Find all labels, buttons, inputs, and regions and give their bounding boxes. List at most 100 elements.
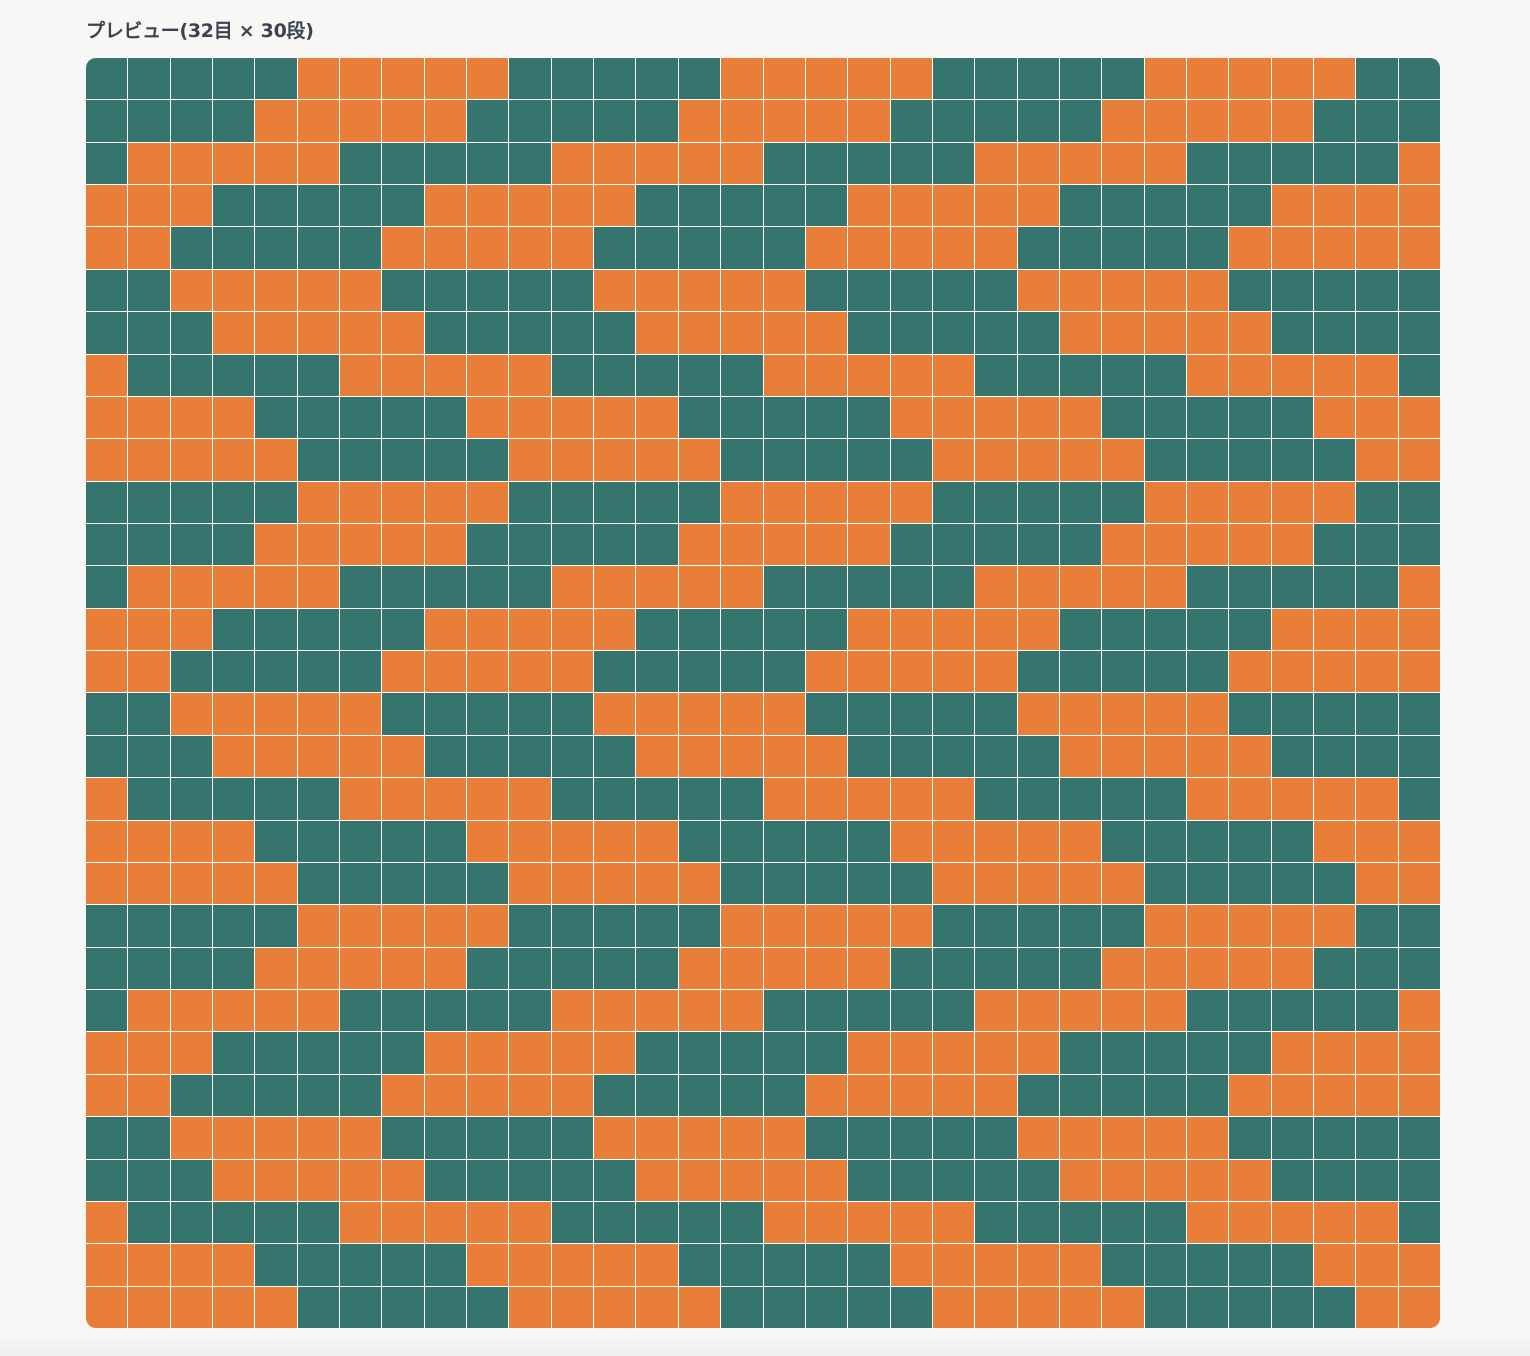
stitch-cell[interactable]: [932, 947, 975, 990]
stitch-cell[interactable]: [636, 1074, 678, 1117]
stitch-cell[interactable]: [848, 905, 890, 947]
stitch-cell[interactable]: [467, 142, 509, 185]
stitch-cell[interactable]: [467, 862, 509, 905]
stitch-cell[interactable]: [340, 439, 382, 481]
stitch-cell[interactable]: [1017, 566, 1059, 608]
stitch-cell[interactable]: [890, 524, 932, 566]
stitch-cell[interactable]: [128, 354, 170, 396]
stitch-cell[interactable]: [255, 1286, 297, 1328]
stitch-cell[interactable]: [1102, 651, 1144, 693]
stitch-cell[interactable]: [1313, 735, 1356, 778]
stitch-cell[interactable]: [170, 481, 213, 524]
stitch-cell[interactable]: [1144, 651, 1186, 693]
stitch-cell[interactable]: [1017, 1201, 1059, 1244]
stitch-cell[interactable]: [297, 1032, 340, 1074]
stitch-cell[interactable]: [975, 1244, 1017, 1286]
stitch-cell[interactable]: [467, 693, 509, 735]
stitch-cell[interactable]: [1229, 693, 1271, 735]
stitch-cell[interactable]: [170, 905, 213, 947]
stitch-cell[interactable]: [1059, 778, 1102, 820]
stitch-cell[interactable]: [848, 651, 890, 693]
stitch-cell[interactable]: [1313, 142, 1356, 185]
stitch-cell[interactable]: [467, 651, 509, 693]
stitch-cell[interactable]: [297, 1074, 340, 1117]
stitch-cell[interactable]: [1356, 693, 1398, 735]
stitch-cell[interactable]: [594, 58, 636, 100]
stitch-cell[interactable]: [340, 862, 382, 905]
stitch-cell[interactable]: [890, 990, 932, 1032]
stitch-cell[interactable]: [1144, 312, 1186, 354]
stitch-cell[interactable]: [848, 862, 890, 905]
stitch-cell[interactable]: [1313, 947, 1356, 990]
stitch-cell[interactable]: [1017, 693, 1059, 735]
stitch-cell[interactable]: [805, 354, 848, 396]
stitch-cell[interactable]: [1186, 481, 1229, 524]
stitch-cell[interactable]: [128, 1244, 170, 1286]
stitch-cell[interactable]: [255, 566, 297, 608]
stitch-cell[interactable]: [255, 1244, 297, 1286]
stitch-cell[interactable]: [170, 651, 213, 693]
stitch-cell[interactable]: [890, 439, 932, 481]
stitch-cell[interactable]: [805, 1201, 848, 1244]
stitch-cell[interactable]: [678, 1117, 721, 1159]
stitch-cell[interactable]: [1102, 185, 1144, 227]
stitch-cell[interactable]: [509, 1117, 551, 1159]
stitch-cell[interactable]: [1313, 439, 1356, 481]
stitch-cell[interactable]: [1398, 862, 1440, 905]
stitch-cell[interactable]: [1102, 1286, 1144, 1328]
stitch-cell[interactable]: [467, 990, 509, 1032]
stitch-cell[interactable]: [678, 439, 721, 481]
stitch-cell[interactable]: [509, 1286, 551, 1328]
stitch-cell[interactable]: [551, 481, 594, 524]
stitch-cell[interactable]: [297, 990, 340, 1032]
stitch-cell[interactable]: [467, 481, 509, 524]
stitch-cell[interactable]: [1271, 524, 1313, 566]
stitch-cell[interactable]: [509, 651, 551, 693]
stitch-cell[interactable]: [382, 778, 424, 820]
stitch-cell[interactable]: [848, 990, 890, 1032]
stitch-cell[interactable]: [594, 862, 636, 905]
stitch-cell[interactable]: [1356, 142, 1398, 185]
stitch-cell[interactable]: [1356, 396, 1398, 439]
stitch-cell[interactable]: [848, 566, 890, 608]
stitch-cell[interactable]: [424, 227, 467, 269]
stitch-cell[interactable]: [86, 1244, 128, 1286]
stitch-cell[interactable]: [636, 524, 678, 566]
stitch-cell[interactable]: [1356, 312, 1398, 354]
stitch-cell[interactable]: [1356, 990, 1398, 1032]
stitch-cell[interactable]: [1313, 905, 1356, 947]
stitch-cell[interactable]: [763, 1244, 805, 1286]
stitch-cell[interactable]: [678, 1286, 721, 1328]
stitch-cell[interactable]: [678, 1074, 721, 1117]
stitch-cell[interactable]: [1398, 1244, 1440, 1286]
stitch-cell[interactable]: [1229, 1117, 1271, 1159]
stitch-cell[interactable]: [594, 820, 636, 862]
stitch-cell[interactable]: [594, 1201, 636, 1244]
stitch-cell[interactable]: [763, 1201, 805, 1244]
stitch-cell[interactable]: [805, 142, 848, 185]
stitch-cell[interactable]: [467, 312, 509, 354]
stitch-cell[interactable]: [1186, 778, 1229, 820]
stitch-cell[interactable]: [1313, 566, 1356, 608]
stitch-cell[interactable]: [763, 1032, 805, 1074]
stitch-cell[interactable]: [763, 312, 805, 354]
stitch-cell[interactable]: [424, 142, 467, 185]
stitch-cell[interactable]: [255, 481, 297, 524]
stitch-cell[interactable]: [1059, 524, 1102, 566]
stitch-cell[interactable]: [721, 735, 763, 778]
stitch-cell[interactable]: [1398, 439, 1440, 481]
stitch-cell[interactable]: [1398, 58, 1440, 100]
stitch-cell[interactable]: [170, 862, 213, 905]
stitch-cell[interactable]: [678, 947, 721, 990]
stitch-cell[interactable]: [636, 185, 678, 227]
stitch-cell[interactable]: [86, 1074, 128, 1117]
stitch-cell[interactable]: [721, 1032, 763, 1074]
stitch-cell[interactable]: [467, 269, 509, 312]
stitch-cell[interactable]: [509, 227, 551, 269]
stitch-cell[interactable]: [467, 735, 509, 778]
stitch-cell[interactable]: [467, 396, 509, 439]
stitch-cell[interactable]: [721, 142, 763, 185]
stitch-cell[interactable]: [1102, 693, 1144, 735]
stitch-cell[interactable]: [975, 312, 1017, 354]
stitch-cell[interactable]: [805, 1159, 848, 1201]
